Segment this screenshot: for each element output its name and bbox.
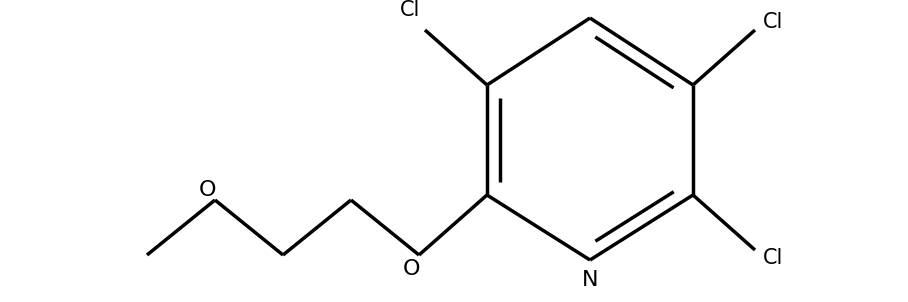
Text: O: O [198, 180, 216, 200]
Text: N: N [582, 270, 598, 290]
Text: Cl: Cl [400, 0, 420, 20]
Text: Cl: Cl [763, 12, 784, 32]
Text: Cl: Cl [763, 248, 784, 268]
Text: O: O [402, 259, 419, 279]
